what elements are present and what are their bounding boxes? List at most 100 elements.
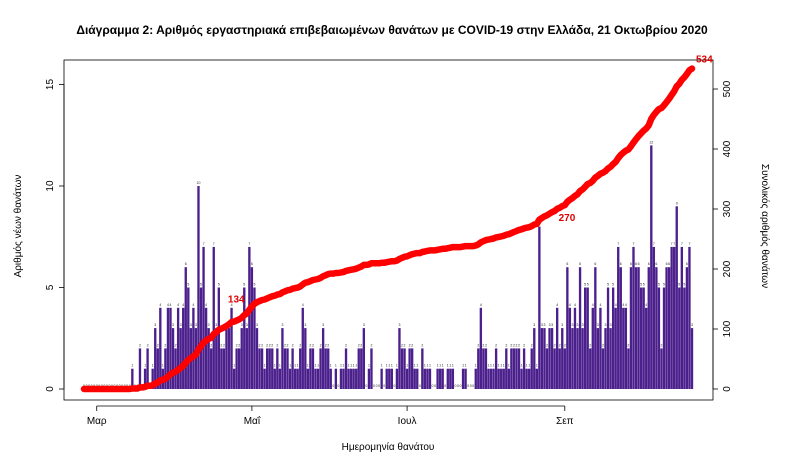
- bar: [215, 328, 218, 389]
- bar: [314, 368, 317, 389]
- bar-data-label: 4: [592, 303, 594, 307]
- bar-data-label: 7: [673, 242, 675, 246]
- bar: [194, 328, 198, 389]
- bar-data-label: 1: [503, 364, 505, 368]
- bar: [482, 348, 485, 389]
- bar-data-label: 0: [434, 384, 436, 388]
- bar-data-label: 2: [513, 343, 515, 347]
- bar-data-label: 3: [605, 323, 607, 327]
- y-left-tick-label: 15: [45, 79, 56, 91]
- bar-data-label: 0: [376, 384, 378, 388]
- bar-data-label: 4: [622, 303, 624, 307]
- y-left-tick-label: 5: [45, 284, 56, 290]
- bar-data-label: 4: [556, 303, 558, 307]
- bar-data-label: 0: [373, 384, 375, 388]
- bar: [553, 348, 556, 389]
- bar: [390, 368, 393, 389]
- bar-data-label: 2: [515, 343, 517, 347]
- bar-data-label: 12: [649, 140, 653, 144]
- bar-data-label: 7: [213, 242, 215, 246]
- bar-data-label: 3: [577, 323, 579, 327]
- bar: [288, 368, 292, 389]
- bar-data-label: 4: [480, 303, 482, 307]
- bar-data-label: 2: [411, 343, 413, 347]
- bar: [143, 368, 147, 389]
- bar: [182, 307, 185, 389]
- bar-data-label: 4: [167, 303, 169, 307]
- bar-data-label: 2: [482, 343, 484, 347]
- bar-data-label: 4: [205, 303, 207, 307]
- bar: [576, 328, 579, 389]
- bar: [357, 348, 360, 389]
- bar-data-label: 6: [594, 262, 596, 266]
- bar-data-label: 2: [210, 343, 212, 347]
- bar-data-label: 1: [386, 364, 388, 368]
- bar: [210, 348, 213, 389]
- bar-data-label: 1: [439, 364, 441, 368]
- bar: [388, 368, 391, 389]
- bar-data-label: 5: [663, 283, 665, 287]
- bar-data-label: 3: [154, 323, 156, 327]
- bar-data-label: 4: [182, 303, 184, 307]
- bar-data-label: 1: [294, 364, 296, 368]
- y-right-tick-label: 100: [722, 320, 733, 337]
- cumulative-line-series: [80, 65, 696, 393]
- x-tick-label: Ιουλ: [398, 416, 417, 427]
- bar: [690, 328, 694, 389]
- bar: [566, 267, 569, 389]
- bar-data-label: 2: [271, 343, 273, 347]
- bar-data-label: 5: [607, 283, 609, 287]
- bar-data-label: 6: [630, 262, 632, 266]
- bar-data-label: 1: [274, 364, 276, 368]
- bar: [525, 368, 528, 389]
- bar-data-label: 0: [460, 384, 462, 388]
- bar: [360, 348, 363, 389]
- bar-data-label: 1: [528, 364, 530, 368]
- bar-data-label: 1: [416, 364, 418, 368]
- bar-data-label: 1: [442, 364, 444, 368]
- bar: [614, 307, 617, 389]
- bar: [611, 287, 615, 389]
- bar: [370, 348, 373, 389]
- y-axis-left: 0 5 10 15: [45, 79, 65, 392]
- bar-data-label: 5: [683, 283, 685, 287]
- bar-data-label: 1: [426, 364, 428, 368]
- bar: [146, 348, 149, 389]
- bar: [166, 307, 170, 389]
- bar-data-label: 2: [164, 343, 166, 347]
- bar-data-label: 5: [243, 283, 245, 287]
- bar: [665, 267, 668, 389]
- bar: [192, 307, 195, 389]
- bar: [385, 368, 388, 389]
- bar-data-label: 0: [444, 384, 446, 388]
- bar-data-label: 5: [658, 283, 660, 287]
- y-axis-right-label: Συνολικός αριθμός θανάτων: [759, 164, 771, 288]
- bar: [581, 328, 584, 389]
- y-right-tick-label: 300: [722, 200, 733, 217]
- bar: [416, 368, 419, 389]
- bar-data-label: 6: [251, 262, 253, 266]
- bar: [515, 348, 518, 389]
- bar: [347, 368, 350, 389]
- bar-data-label: 2: [284, 343, 286, 347]
- bar-data-label: 1: [162, 364, 164, 368]
- bar: [179, 328, 182, 389]
- bar-data-label: 6: [666, 262, 668, 266]
- bar: [250, 267, 254, 389]
- bar-data-label: 2: [325, 343, 327, 347]
- bar-data-label: 5: [187, 283, 189, 287]
- bar: [622, 307, 625, 389]
- bar-data-label: 4: [177, 303, 179, 307]
- bar: [204, 307, 208, 389]
- bar: [538, 226, 541, 389]
- bar: [477, 348, 480, 389]
- bar-data-label: 2: [299, 343, 301, 347]
- bar-data-label: 2: [358, 343, 360, 347]
- bar-data-label: 2: [345, 343, 347, 347]
- bar-data-label: 2: [292, 343, 294, 347]
- bar-data-label: 4: [159, 303, 161, 307]
- bar: [583, 287, 587, 389]
- bar: [594, 267, 597, 389]
- bar-data-label: 2: [360, 343, 362, 347]
- cumulative-label: 270: [559, 213, 576, 224]
